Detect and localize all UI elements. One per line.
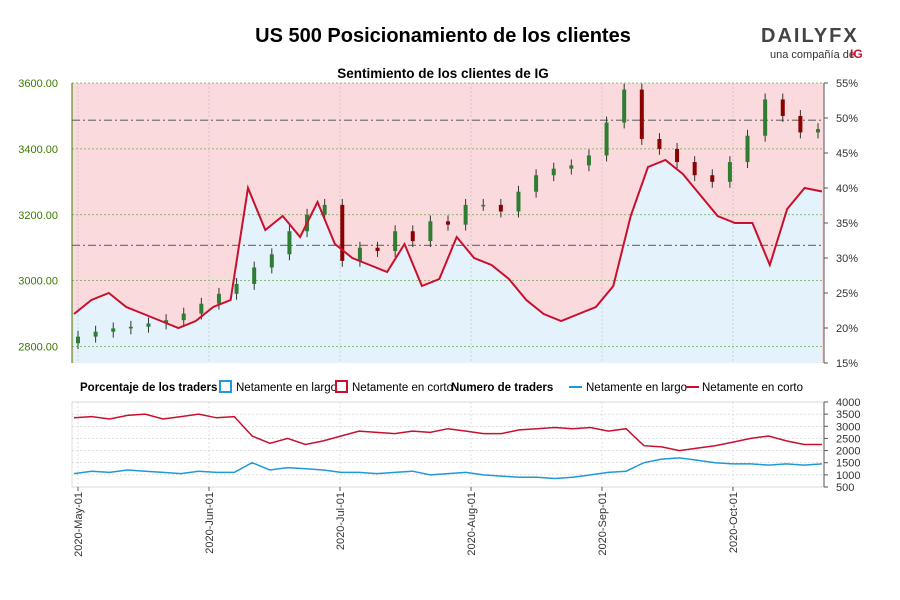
- legend-long-count-label: Netamente en largo: [586, 382, 687, 394]
- candle-body: [146, 323, 151, 327]
- percent-axis: 15% 20% 25% 30% 35% 40% 45% 50% 55%: [823, 78, 858, 370]
- percent-tick-label: 50%: [836, 113, 858, 125]
- candle-body: [181, 313, 186, 321]
- legend-long-label: Netamente en largo: [236, 382, 337, 394]
- price-tick-label: 3000.00: [18, 276, 58, 288]
- candle-body: [269, 254, 274, 268]
- candle-body: [551, 168, 556, 176]
- candle-body: [604, 122, 609, 156]
- date-tick-label: 2020-Aug-01: [466, 492, 478, 556]
- candle-body: [622, 89, 627, 123]
- percent-tick-label: 30%: [836, 253, 858, 265]
- percent-tick-label: 20%: [836, 323, 858, 335]
- percent-tick-label: 25%: [836, 288, 858, 300]
- legend-short-label: Netamente en corto: [352, 382, 453, 394]
- price-tick-label: 2800.00: [18, 342, 58, 354]
- net-long-area: [74, 160, 822, 363]
- date-tick-label: 2020-May-01: [73, 492, 85, 557]
- percent-tick-label: 40%: [836, 183, 858, 195]
- candle-body: [780, 99, 785, 116]
- count-tick-label: 1500: [836, 458, 860, 470]
- candle-body: [692, 162, 697, 176]
- candle-body: [252, 267, 257, 284]
- logo-text: DAILYFX: [761, 25, 859, 47]
- price-tick-label: 3200.00: [18, 210, 58, 222]
- candle-body: [216, 293, 221, 304]
- candle-body: [287, 231, 292, 255]
- candle-body: [76, 336, 80, 344]
- legend-swatch-short-box: [335, 380, 348, 393]
- candle-body: [234, 283, 239, 294]
- candle-body: [128, 326, 133, 329]
- count-tick-label: 2500: [836, 433, 860, 445]
- candle-body: [657, 139, 662, 149]
- candle-body: [816, 129, 820, 133]
- date-tick-label: 2020-Oct-01: [728, 492, 740, 553]
- legend: Porcentaje de los traders Netamente en l…: [80, 380, 803, 394]
- legend-swatch-long-box: [219, 380, 232, 393]
- net-short-line: [73, 158, 823, 330]
- candle-body: [410, 231, 415, 242]
- candle-body: [463, 204, 468, 225]
- candle-body: [340, 204, 345, 261]
- date-tick-label: 2020-Jun-01: [204, 492, 216, 554]
- candle-body: [639, 89, 644, 139]
- legend-title-pct: Porcentaje de los traders: [80, 382, 217, 394]
- candle-body: [357, 247, 362, 261]
- chart-title: US 500 Posicionamiento de los clientes: [255, 25, 631, 47]
- candle-body: [727, 162, 732, 182]
- reference-lines: [72, 119, 824, 246]
- chart-subtitle: Sentimiento de los clientes de IG: [337, 66, 549, 81]
- long-count-line: [73, 457, 823, 480]
- dailyfx-logo: DAILYFX una compañía de IG: [761, 25, 863, 61]
- candle-body: [481, 204, 486, 207]
- legend-short-count-label: Netamente en corto: [702, 382, 803, 394]
- count-tick-label: 4000: [836, 397, 860, 409]
- percent-tick-label: 45%: [836, 148, 858, 160]
- date-tick-label: 2020-Jul-01: [335, 492, 347, 550]
- price-tick-label: 3600.00: [18, 78, 58, 90]
- count-plot-frame: [71, 401, 825, 488]
- price-axis: 2800.00 3000.00 3200.00 3400.00 3600.00: [18, 78, 73, 363]
- candle-body: [199, 303, 204, 314]
- candle-body: [534, 175, 539, 192]
- candle-body: [498, 204, 503, 212]
- candle-body: [569, 165, 574, 169]
- main-plot-area: 2800.00 3000.00 3200.00 3400.00 3600.00 15% 2…: [18, 78, 858, 370]
- candle-body: [393, 231, 398, 251]
- candle-body: [763, 99, 768, 136]
- candle-body: [446, 221, 450, 225]
- count-tick-label: 1000: [836, 470, 860, 482]
- short-count-line: [73, 413, 822, 452]
- count-tick-label: 3500: [836, 409, 860, 421]
- candle-body: [93, 331, 98, 337]
- percent-tick-label: 55%: [836, 78, 858, 90]
- candle-body: [516, 191, 521, 212]
- candle-body: [745, 135, 750, 163]
- date-tick-label: 2020-Sep-01: [597, 492, 609, 556]
- price-tick-label: 3400.00: [18, 144, 58, 156]
- candle-body: [428, 221, 433, 242]
- count-tick-label: 500: [836, 482, 854, 494]
- candle-body: [798, 115, 803, 133]
- price-candles: [76, 83, 820, 350]
- count-tick-label: 2000: [836, 446, 860, 458]
- candle-body: [322, 204, 327, 215]
- candle-body: [375, 247, 380, 251]
- percent-tick-label: 15%: [836, 358, 858, 370]
- percent-tick-label: 35%: [836, 218, 858, 230]
- legend-title-num: Numero de traders: [451, 382, 553, 394]
- count-tick-label: 3000: [836, 421, 860, 433]
- candle-body: [164, 320, 169, 324]
- candle-body: [111, 328, 116, 332]
- candle-body: [710, 175, 715, 182]
- logo-badge: IG: [850, 47, 863, 61]
- logo-subtext: una compañía de: [770, 49, 855, 61]
- candle-body: [675, 148, 680, 163]
- candle-body: [586, 155, 591, 166]
- date-axis: 2020-May-01 2020-Jun-01 2020-Jul-01 2020-Au…: [73, 487, 740, 557]
